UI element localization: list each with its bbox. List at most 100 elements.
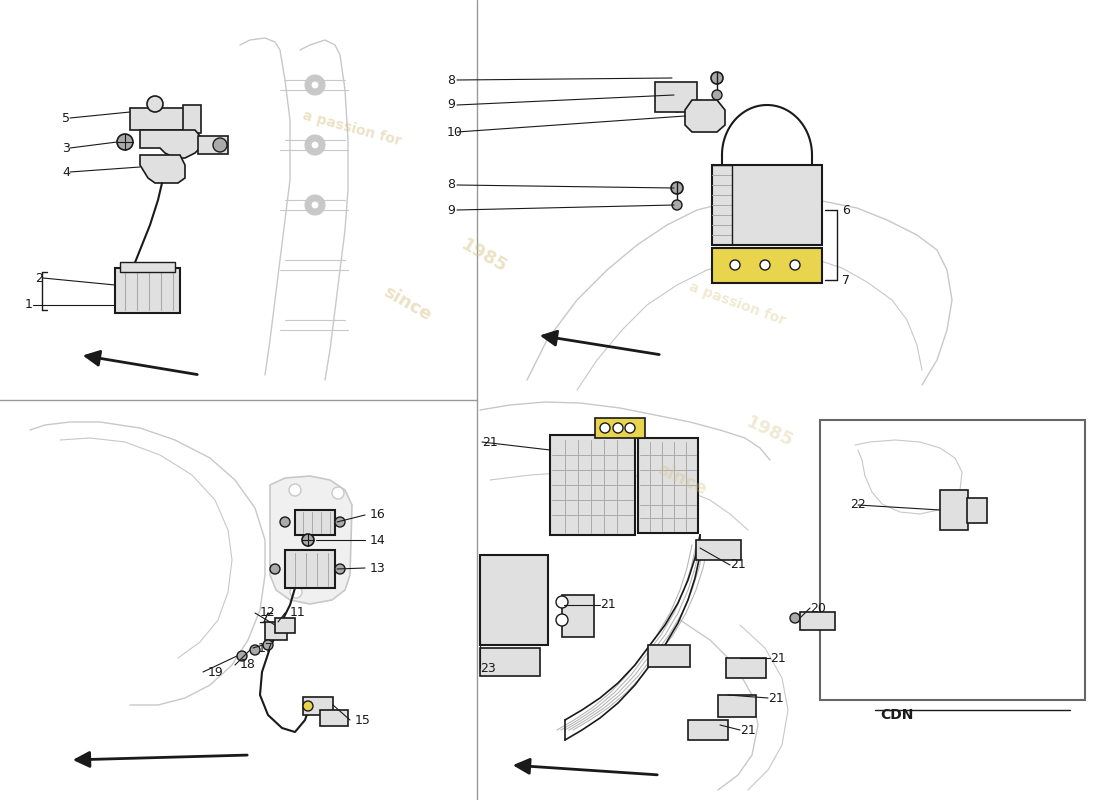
Bar: [116, 268, 180, 313]
Bar: [285, 550, 336, 588]
Text: 8: 8: [447, 178, 455, 191]
Bar: [688, 720, 728, 740]
Text: 21: 21: [740, 723, 756, 737]
Circle shape: [305, 195, 324, 215]
Text: 19: 19: [208, 666, 223, 678]
Circle shape: [711, 72, 723, 84]
Text: a passion for: a passion for: [301, 108, 403, 148]
Circle shape: [280, 517, 290, 527]
Bar: [718, 695, 756, 717]
Text: since: since: [379, 283, 434, 325]
Bar: [183, 105, 201, 133]
Circle shape: [336, 517, 345, 527]
Text: 1: 1: [25, 298, 33, 311]
Circle shape: [311, 141, 319, 149]
Bar: [480, 555, 548, 645]
Circle shape: [556, 596, 568, 608]
Bar: [800, 612, 835, 630]
Circle shape: [236, 651, 248, 661]
Bar: [712, 248, 822, 283]
Circle shape: [147, 96, 163, 112]
Circle shape: [311, 201, 319, 209]
Text: 9: 9: [447, 98, 455, 111]
Text: 10: 10: [447, 126, 463, 138]
Polygon shape: [140, 155, 185, 183]
Text: since: since: [654, 461, 710, 499]
Bar: [654, 82, 697, 112]
Text: 13: 13: [370, 562, 386, 574]
Text: 23: 23: [480, 662, 496, 674]
Bar: [638, 438, 698, 533]
Text: 16: 16: [370, 509, 386, 522]
Circle shape: [672, 200, 682, 210]
Bar: [712, 165, 822, 245]
Circle shape: [117, 134, 133, 150]
Circle shape: [290, 586, 303, 598]
Circle shape: [556, 614, 568, 626]
Text: 3: 3: [62, 142, 70, 154]
Polygon shape: [270, 476, 352, 604]
Text: 6: 6: [842, 203, 850, 217]
Bar: [120, 262, 175, 272]
Circle shape: [600, 423, 610, 433]
Bar: [480, 648, 540, 676]
Text: 21: 21: [482, 435, 497, 449]
Polygon shape: [140, 130, 200, 158]
Bar: [696, 540, 741, 560]
Circle shape: [730, 260, 740, 270]
Circle shape: [311, 81, 319, 89]
Bar: [726, 658, 766, 678]
Circle shape: [302, 534, 313, 546]
Text: 9: 9: [447, 203, 455, 217]
Circle shape: [289, 484, 301, 496]
Bar: [940, 490, 968, 530]
Text: 21: 21: [730, 558, 746, 571]
Circle shape: [305, 135, 324, 155]
Circle shape: [302, 701, 313, 711]
Circle shape: [263, 640, 273, 650]
Text: CDN: CDN: [880, 708, 913, 722]
Text: 21: 21: [600, 598, 616, 611]
Bar: [648, 645, 690, 667]
Bar: [320, 710, 348, 726]
Text: 17: 17: [258, 642, 274, 654]
Text: 8: 8: [447, 74, 455, 86]
Bar: [275, 618, 295, 633]
Circle shape: [270, 564, 280, 574]
Circle shape: [712, 90, 722, 100]
Bar: [265, 622, 287, 640]
Circle shape: [332, 487, 344, 499]
Text: 21: 21: [768, 691, 783, 705]
Circle shape: [336, 564, 345, 574]
Circle shape: [213, 138, 227, 152]
Text: a passion for: a passion for: [686, 280, 788, 328]
Circle shape: [790, 613, 800, 623]
Text: 18: 18: [240, 658, 256, 671]
Circle shape: [790, 260, 800, 270]
Text: 2: 2: [35, 271, 43, 285]
Bar: [595, 418, 645, 438]
Circle shape: [760, 260, 770, 270]
Text: 22: 22: [850, 498, 866, 511]
Text: 5: 5: [62, 111, 70, 125]
Circle shape: [625, 423, 635, 433]
Bar: [562, 595, 594, 637]
Circle shape: [250, 645, 260, 655]
Bar: [967, 498, 987, 523]
Circle shape: [305, 75, 324, 95]
Text: 15: 15: [355, 714, 371, 726]
Text: 1985: 1985: [744, 414, 796, 450]
Circle shape: [671, 182, 683, 194]
Text: 14: 14: [370, 534, 386, 546]
Text: 7: 7: [842, 274, 850, 286]
Text: 20: 20: [810, 602, 826, 614]
Bar: [198, 136, 228, 154]
Text: 21: 21: [770, 651, 785, 665]
Bar: [550, 435, 635, 535]
Text: 12: 12: [260, 606, 276, 619]
Polygon shape: [685, 100, 725, 132]
Text: 4: 4: [62, 166, 70, 178]
Bar: [820, 420, 1085, 700]
Circle shape: [613, 423, 623, 433]
Bar: [302, 697, 333, 715]
